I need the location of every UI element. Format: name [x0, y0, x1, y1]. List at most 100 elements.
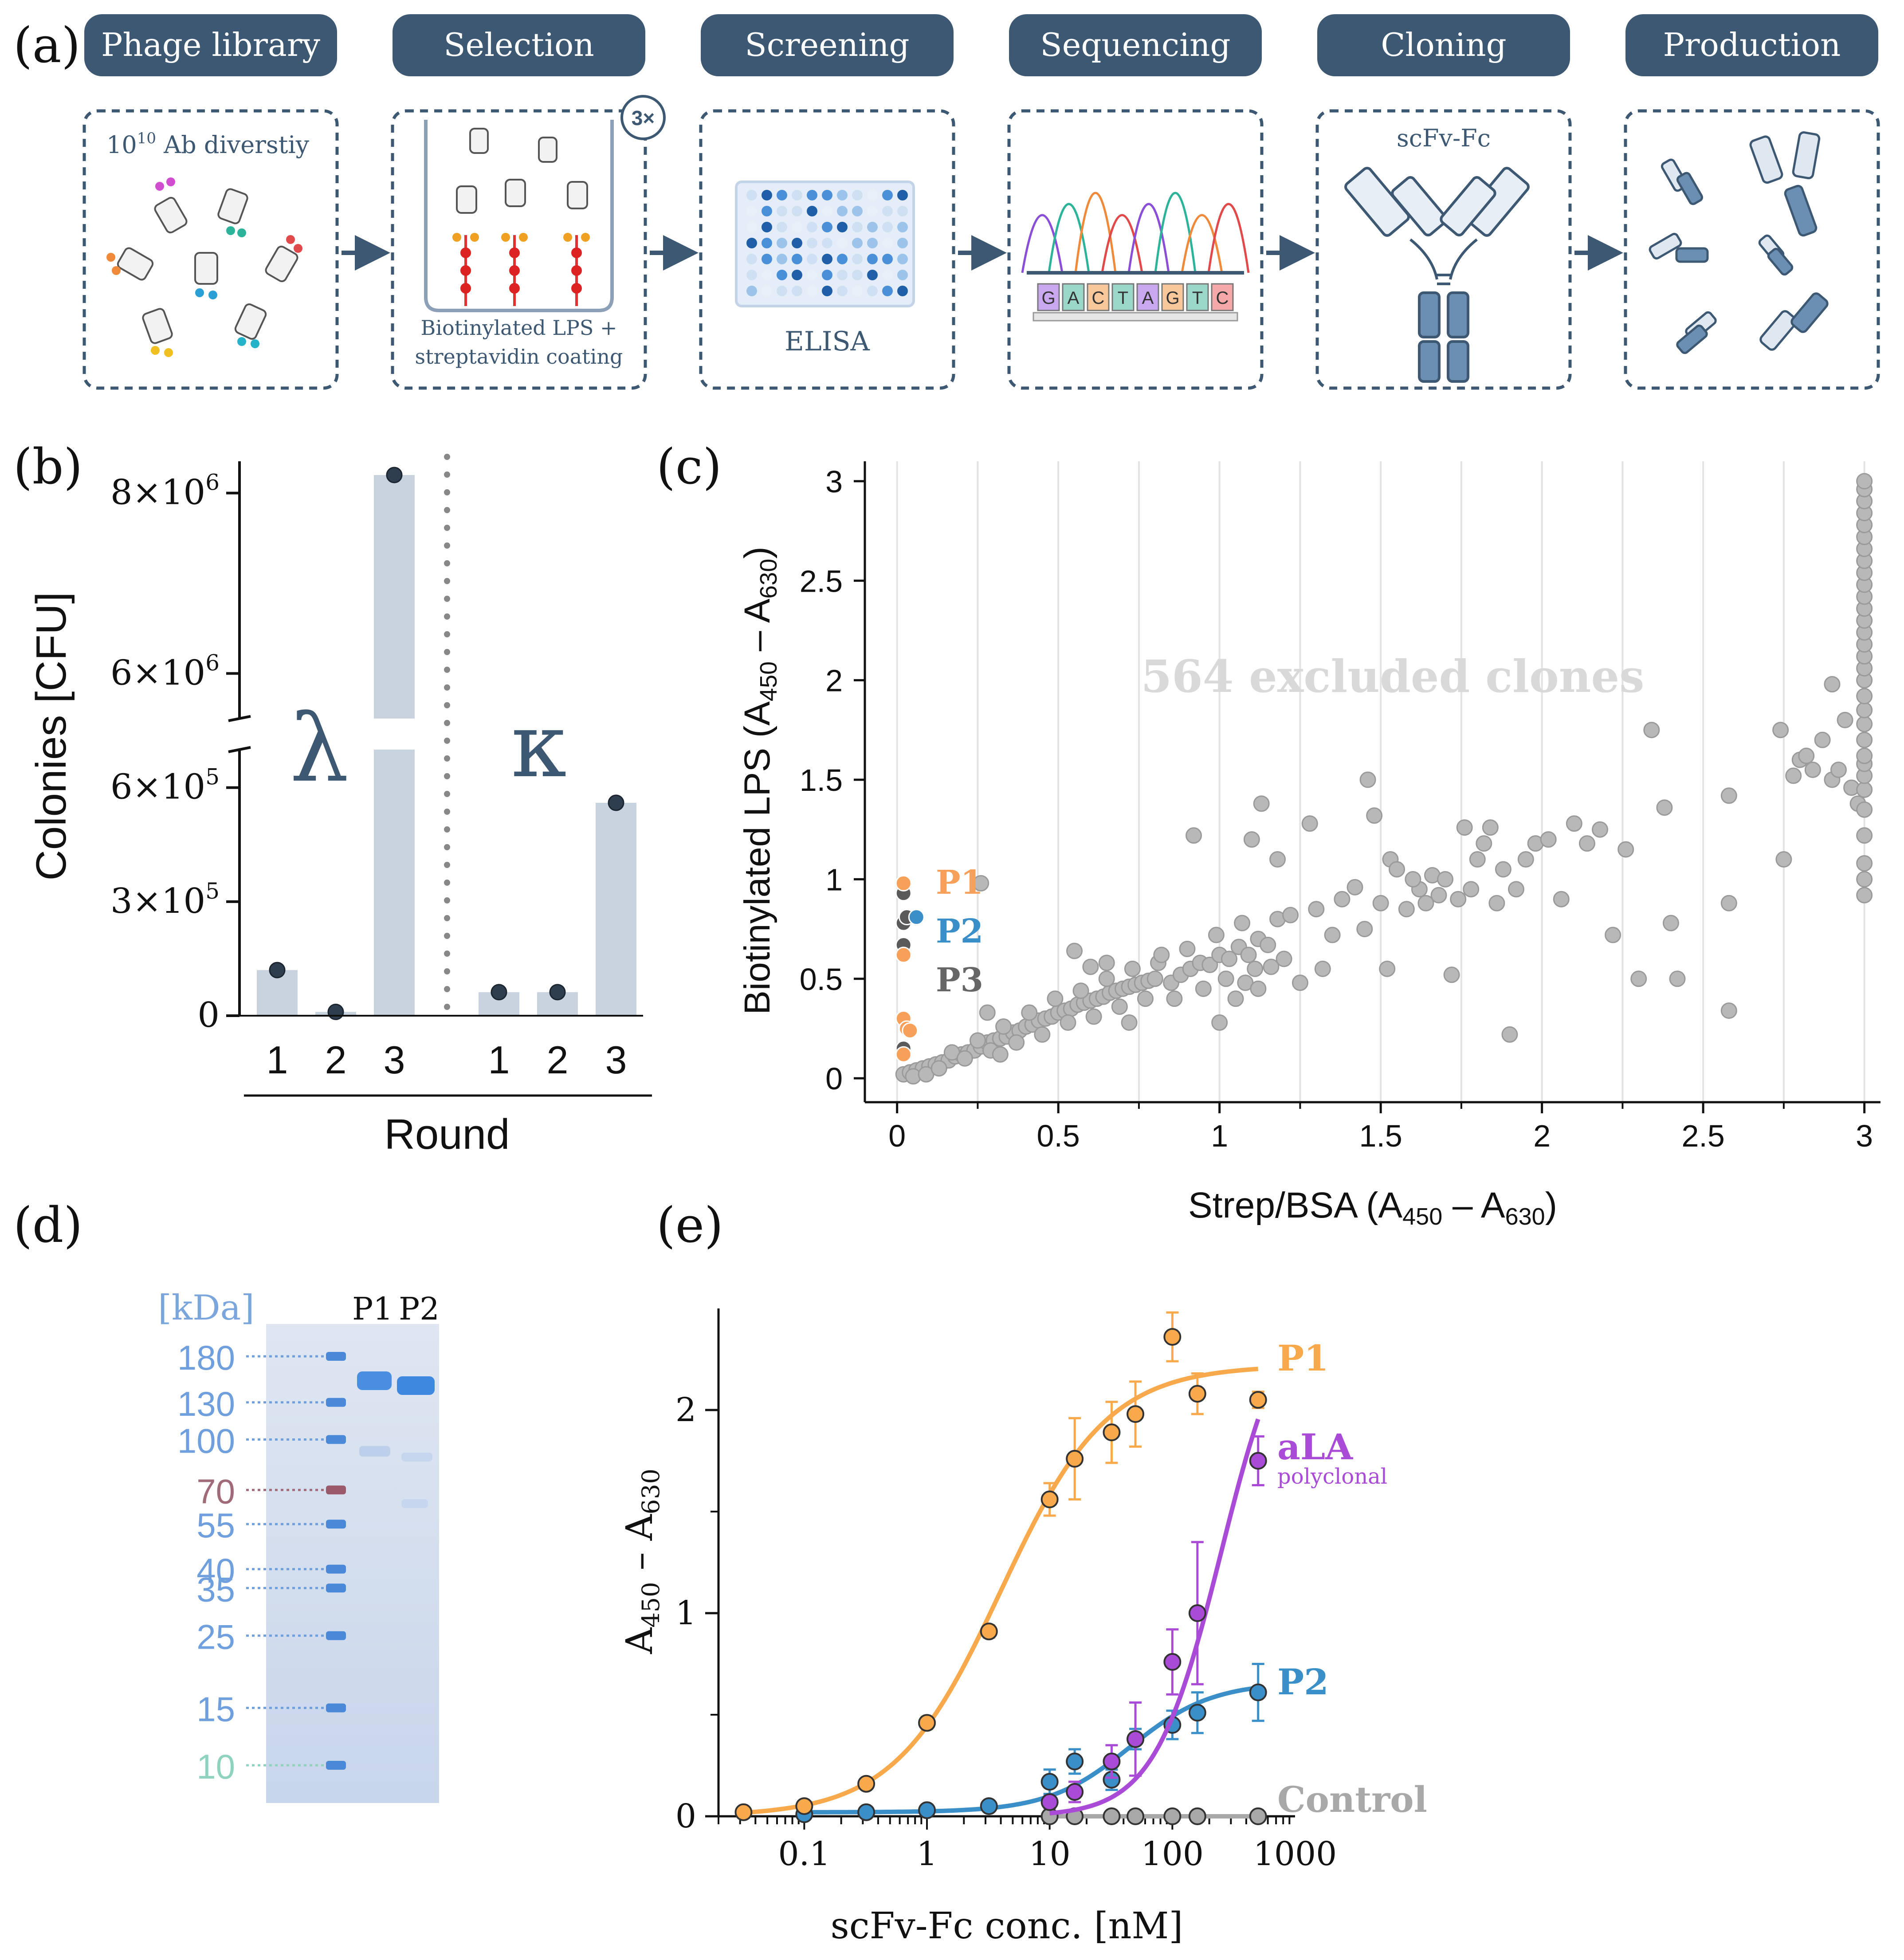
scatter-point-564-excluded-clones	[1314, 960, 1331, 977]
step-header-label: Phage library	[101, 26, 320, 63]
bar-lower-segment	[374, 750, 415, 1016]
scatter-point-564-excluded-clones	[1469, 851, 1486, 868]
data-point-control	[1127, 1807, 1145, 1825]
marker-label: 100	[177, 1421, 235, 1460]
x-axis-label-part: 450	[1402, 1203, 1442, 1230]
scatter-point-564-excluded-clones	[1047, 990, 1064, 1007]
elisa-well	[867, 286, 878, 296]
scatter-point-564-excluded-clones	[1195, 980, 1212, 997]
scatter-point-564-excluded-clones	[1405, 871, 1421, 888]
sample-band-p2	[397, 1376, 435, 1395]
scatter-point-p1	[902, 1022, 919, 1039]
y-tick-label: 3×105	[110, 878, 220, 921]
selection-caption: Biotinylated LPS +	[420, 316, 617, 340]
scatter-point-564-excluded-clones	[1137, 990, 1154, 1007]
scatter-point-564-excluded-clones	[1856, 855, 1873, 872]
elisa-well	[792, 206, 802, 216]
ladder-band	[326, 1703, 346, 1713]
elisa-well	[882, 286, 893, 296]
y-tick-label: 2.5	[800, 564, 843, 598]
elisa-well	[746, 238, 757, 248]
scatter-point-564-excluded-clones	[1785, 767, 1802, 784]
elisa-well	[792, 222, 802, 232]
elisa-well	[882, 238, 893, 248]
elisa-well	[837, 270, 848, 280]
group-separator-dot	[444, 986, 450, 992]
scatter-point-564-excluded-clones	[969, 1032, 986, 1049]
scatter-point-564-excluded-clones	[995, 1018, 1012, 1035]
panel-label-b: (b)	[13, 438, 82, 495]
scatter-point-564-excluded-clones	[1372, 895, 1389, 911]
elisa-well	[746, 270, 757, 280]
data-point-p1	[734, 1803, 753, 1821]
round-tick-label: 1	[267, 1038, 288, 1082]
data-point-ala	[1188, 1604, 1206, 1622]
elisa-well	[762, 206, 772, 216]
scatter-point-564-excluded-clones	[1247, 960, 1264, 977]
x-axis-label-part: Strep/BSA (A	[1188, 1185, 1402, 1225]
diversity-label: 1010 Ab diverstiy	[106, 130, 310, 159]
step-production: Production	[1624, 14, 1880, 390]
scatter-point-564-excluded-clones	[1630, 970, 1647, 987]
round-tick-label: 2	[325, 1038, 347, 1082]
data-point-p1	[1066, 1449, 1084, 1468]
elisa-well	[897, 222, 908, 232]
scatter-point-564-excluded-clones	[1495, 861, 1511, 878]
scatter-point-564-excluded-clones	[1098, 970, 1115, 987]
elisa-well	[777, 206, 787, 216]
scatter-point-564-excluded-clones	[1417, 895, 1434, 911]
scatter-point-p2	[908, 909, 925, 926]
scatter-point-564-excluded-clones	[1540, 831, 1557, 848]
elisa-well	[837, 254, 848, 264]
y-tick-label: 6×105	[110, 764, 220, 807]
data-point-p1	[1163, 1328, 1182, 1346]
scatter-point-564-excluded-clones	[1798, 747, 1815, 764]
y-axis-label: A450 – A630	[619, 1469, 665, 1654]
y-tick-label-base: 0	[197, 995, 220, 1035]
elisa-well	[837, 286, 848, 296]
x-axis-label-part: 630	[1505, 1203, 1545, 1230]
scatter-point-564-excluded-clones	[1720, 1002, 1737, 1019]
group-separator-dot	[444, 525, 450, 531]
data-point-p1	[1103, 1423, 1121, 1442]
group-separator-dot	[444, 649, 450, 655]
scatter-point-564-excluded-clones	[1856, 781, 1873, 798]
scatter-point-564-excluded-clones	[1443, 966, 1460, 983]
elisa-well	[867, 206, 878, 216]
elisa-well	[807, 270, 817, 280]
x-tick-label: 0.5	[1037, 1119, 1080, 1153]
gel-image	[266, 1324, 439, 1803]
elisa-well	[852, 190, 863, 200]
scatter-point-564-excluded-clones	[1146, 970, 1163, 987]
ladder-band	[326, 1485, 346, 1495]
group-separator-dot	[444, 862, 450, 868]
scatter-point-564-excluded-clones	[1263, 958, 1280, 975]
elisa-well	[897, 270, 908, 280]
y-tick-label: 1	[825, 862, 843, 897]
scatter-point-564-excluded-clones	[1662, 915, 1679, 931]
elisa-well	[822, 206, 832, 216]
step-screening: Screening	[699, 14, 955, 390]
data-point-p2	[980, 1797, 998, 1815]
kda-unit-label: [kDa]	[158, 1288, 254, 1328]
elisa-well	[897, 190, 908, 200]
data-point-p1	[1188, 1385, 1206, 1403]
scatter-point-564-excluded-clones	[1592, 821, 1609, 838]
data-point-ala	[1040, 1793, 1059, 1811]
group-separator-dot	[444, 738, 450, 744]
scatter-point-564-excluded-clones	[1243, 831, 1260, 848]
group-separator-dot	[444, 826, 450, 833]
elisa-well	[762, 238, 772, 248]
elisa-well	[807, 286, 817, 296]
elisa-well	[792, 238, 802, 248]
y-tick-label: 6×106	[110, 650, 220, 693]
elisa-well	[837, 222, 848, 232]
scatter-point-564-excluded-clones	[1804, 762, 1821, 778]
scatter-point-564-excluded-clones	[1253, 795, 1270, 812]
panel-label-c: (c)	[656, 438, 722, 495]
scatter-point-564-excluded-clones	[1856, 887, 1873, 903]
scatter-point-564-excluded-clones	[1501, 1026, 1518, 1043]
y-axis-label: Colonies [CFU]	[27, 592, 75, 881]
y-tick-label: 0	[675, 1797, 696, 1835]
